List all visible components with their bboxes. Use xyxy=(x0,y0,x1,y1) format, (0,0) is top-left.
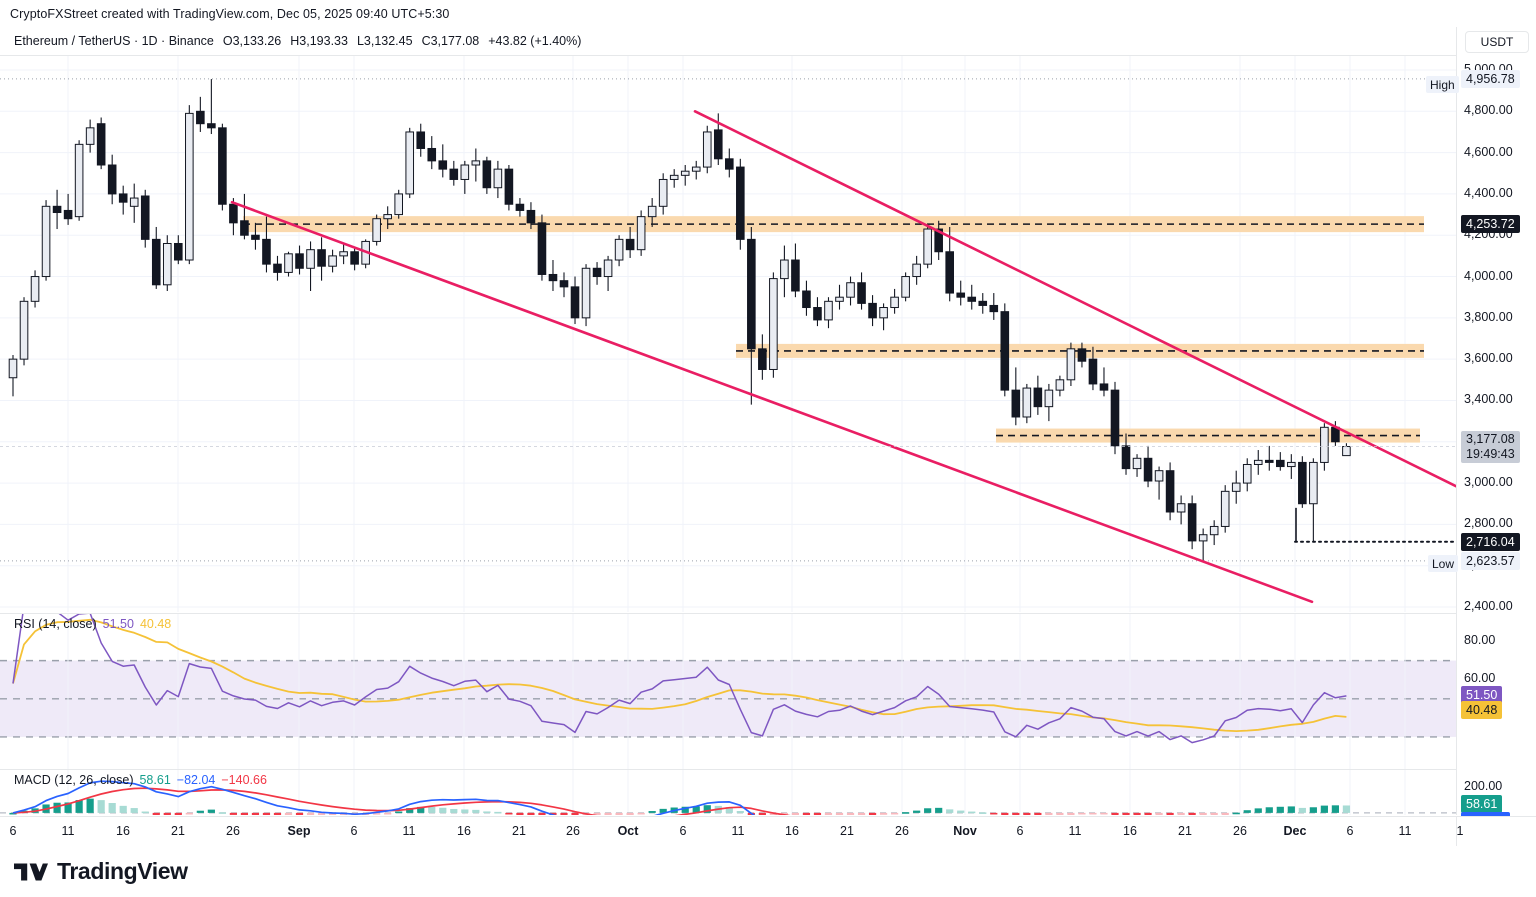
close-value: C3,177.08 xyxy=(421,34,480,48)
time-tick-label: 11 xyxy=(731,824,745,838)
rsi-ma-value-tag[interactable]: 40.48 xyxy=(1461,701,1503,720)
rsi-chart-svg xyxy=(0,614,1456,769)
time-tick-label: 6 xyxy=(1346,824,1354,838)
low-price-tag[interactable]: 2,623.57 xyxy=(1461,551,1520,570)
time-tick-label: 11 xyxy=(402,824,416,838)
macd-chart-svg xyxy=(0,770,1456,815)
current-price-tag[interactable]: 3,177.08 19:49:43 xyxy=(1461,430,1520,463)
high-value: H3,193.33 xyxy=(290,34,348,48)
time-tick-label: 6 xyxy=(350,824,358,838)
price-tick: 200.00 xyxy=(1464,778,1503,793)
price-axis[interactable]: USDT 5,000.004,800.004,600.004,400.004,2… xyxy=(1456,27,1536,845)
time-tick-label: 16 xyxy=(116,824,130,838)
price-tick: 3,800.00 xyxy=(1464,309,1513,324)
rsi-value-tag[interactable]: 51.50 xyxy=(1461,685,1503,704)
time-tick-label: 6 xyxy=(9,824,17,838)
time-tick-label: 11 xyxy=(1068,824,1082,838)
macd-hist-value-tag[interactable]: 58.61 xyxy=(1461,795,1503,814)
price-tick: 80.00 xyxy=(1464,632,1496,647)
price-tick: 60.00 xyxy=(1464,670,1496,685)
time-tick-label: 11 xyxy=(61,824,75,838)
time-tick-label: 21 xyxy=(1178,824,1192,838)
time-tick-label: 16 xyxy=(785,824,799,838)
time-tick-label: Sep xyxy=(287,824,311,838)
price-tick: 2,800.00 xyxy=(1464,516,1513,531)
price-tick: 4,000.00 xyxy=(1464,268,1513,283)
price-tick: 4,400.00 xyxy=(1464,185,1513,200)
high-marker-label: High xyxy=(1426,76,1459,93)
price-tick: 3,000.00 xyxy=(1464,475,1513,490)
time-tick-label: 21 xyxy=(171,824,185,838)
rsi-pane[interactable]: RSI (14, close) 51.50 40.48 xyxy=(0,613,1456,769)
price-tick: 2,400.00 xyxy=(1464,599,1513,613)
time-tick-label: 16 xyxy=(1123,824,1137,838)
time-tick-label: 26 xyxy=(1233,824,1247,838)
high-price-tag[interactable]: 4,956.78 xyxy=(1461,69,1520,88)
resistance-price-tag[interactable]: 4,253.72 xyxy=(1461,215,1520,234)
time-tick-label: Oct xyxy=(617,824,639,838)
symbol-label[interactable]: Ethereum / TetherUS · 1D · Binance xyxy=(14,34,214,48)
macd-pane[interactable]: MACD (12, 26, close) 58.61 −82.04 −140.66 xyxy=(0,769,1456,815)
time-tick-label: 21 xyxy=(512,824,526,838)
price-chart-svg xyxy=(0,56,1456,612)
time-tick-label: 6 xyxy=(1016,824,1024,838)
low-value: L3,132.45 xyxy=(356,34,413,48)
support-price-tag[interactable]: 2,716.04 xyxy=(1461,532,1520,551)
low-marker-label: Low xyxy=(1428,555,1459,572)
change-value: +43.82 (+1.40%) xyxy=(488,34,582,48)
time-tick-label: 6 xyxy=(679,824,687,838)
price-pane[interactable] xyxy=(0,56,1456,612)
footer: TradingView xyxy=(0,846,1536,897)
chart-plate[interactable]: RSI (14, close) 51.50 40.48 MACD (12, 26, … xyxy=(0,56,1456,815)
tradingview-logo-icon xyxy=(14,863,48,880)
time-tick-label: Nov xyxy=(953,824,977,838)
open-value: O3,133.26 xyxy=(222,34,282,48)
price-tick: 3,400.00 xyxy=(1464,392,1513,407)
axis-currency-badge[interactable]: USDT xyxy=(1465,31,1529,53)
attribution-text: CryptoFXStreet created with TradingView.… xyxy=(10,6,450,21)
price-tick: 3,600.00 xyxy=(1464,351,1513,366)
time-axis[interactable]: 6 11 16 21 26 Sep 6 11 16 21 26 Oct 6 11 16 21 26 Nov 6 11 1… xyxy=(0,816,1536,847)
time-tick-label: Dec xyxy=(1283,824,1307,838)
price-tick: 4,600.00 xyxy=(1464,144,1513,159)
time-tick-label: 16 xyxy=(457,824,471,838)
time-tick-label: 1 xyxy=(1456,824,1464,838)
time-axis-divider xyxy=(1456,817,1457,847)
time-tick-label: 11 xyxy=(1398,824,1412,838)
chart-legend-bar: Ethereum / TetherUS · 1D · Binance O3,13… xyxy=(0,27,1536,56)
time-tick-label: 26 xyxy=(566,824,580,838)
time-tick-label: 26 xyxy=(226,824,240,838)
tradingview-brand-label: TradingView xyxy=(57,858,188,884)
time-tick-label: 26 xyxy=(895,824,909,838)
price-tick: 4,800.00 xyxy=(1464,103,1513,118)
time-tick-label: 21 xyxy=(840,824,854,838)
